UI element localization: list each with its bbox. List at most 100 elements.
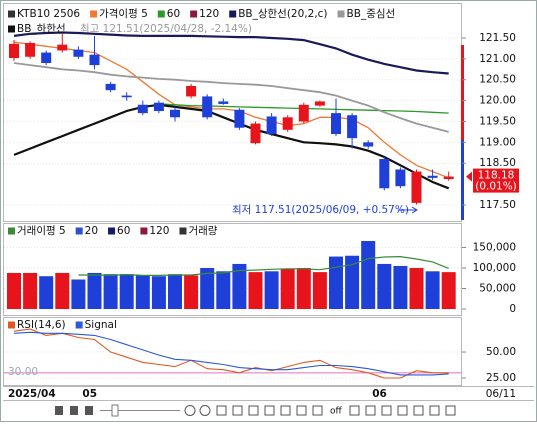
last-price-pointer	[466, 171, 472, 182]
x-tick-label: 2025/04	[8, 388, 56, 400]
btn-tool1[interactable]	[216, 405, 227, 416]
legend-swatch	[108, 227, 116, 235]
btn-tool5[interactable]	[280, 405, 291, 416]
btn-first[interactable]	[55, 406, 63, 415]
candle-body	[395, 169, 406, 187]
btn-tool4[interactable]	[264, 405, 275, 416]
btn-zoom-out[interactable]	[184, 405, 196, 416]
series-line	[78, 255, 449, 277]
volume-bar	[87, 272, 102, 309]
volume-bar	[71, 279, 86, 309]
y-tick-label: 120.00	[479, 95, 516, 107]
volume-bar	[23, 272, 38, 309]
candle-body	[25, 42, 36, 57]
legend-label: 거래이평 5	[17, 225, 66, 237]
legend-swatch	[229, 10, 237, 18]
legend-swatch	[8, 227, 15, 235]
volume-bar	[103, 274, 118, 309]
range-indicator-down	[461, 140, 464, 220]
y-tick-label: 50,000	[479, 283, 516, 295]
x-tick-label: 05	[82, 388, 97, 400]
volume-bar	[312, 272, 327, 309]
series-line	[13, 62, 449, 133]
candle-body	[379, 159, 390, 189]
candle-body	[411, 171, 422, 203]
candle-body	[41, 52, 52, 64]
btn-tool8[interactable]	[349, 405, 360, 416]
legend-swatch	[140, 227, 148, 235]
y-tick-label: 121.50	[479, 32, 516, 44]
btn-tool9[interactable]	[365, 405, 376, 416]
legend-label: BB_하한선	[17, 22, 66, 35]
series-line	[13, 31, 449, 75]
legend-swatch	[179, 227, 187, 235]
btn-tool2[interactable]	[232, 405, 243, 416]
toolbar-off[interactable]: off	[330, 407, 343, 417]
volume-bar	[264, 271, 279, 309]
volume-bar	[184, 275, 199, 309]
y-tick-label: 117.50	[479, 199, 516, 211]
volume-bar	[7, 272, 21, 309]
volume-bar	[168, 274, 182, 309]
legend-label: 60	[167, 8, 180, 20]
rsi-frame	[3, 317, 462, 386]
x-tick-label: 06	[372, 388, 387, 400]
legend-swatch	[337, 10, 345, 18]
candle-body	[314, 101, 325, 106]
volume-bar	[119, 274, 134, 309]
y-tick-label: 119.50	[479, 115, 516, 127]
scroll-thumb[interactable]	[111, 404, 119, 417]
btn-tool7[interactable]	[312, 405, 323, 416]
volume-bar	[409, 268, 424, 309]
legend-swatch	[75, 227, 83, 235]
legend-swatch	[157, 10, 165, 18]
volume-bar	[216, 271, 231, 309]
candle-body	[298, 104, 309, 122]
legend-label: BB_중심선	[347, 8, 396, 20]
legend-label: 가격이평 5	[99, 7, 148, 20]
btn-tool14[interactable]	[445, 405, 456, 416]
series-line	[13, 331, 449, 376]
candle-body	[121, 95, 132, 98]
y-tick-label: 100,000	[473, 262, 516, 274]
candle-body	[89, 54, 100, 66]
y-tick-label: 118.50	[479, 157, 516, 169]
volume-bar	[39, 276, 54, 309]
series-line	[13, 328, 449, 379]
y-tick-label: 0	[509, 303, 516, 315]
candle-body	[153, 102, 164, 112]
btn-tool12[interactable]	[413, 405, 424, 416]
candle-body	[186, 85, 197, 97]
last-date-label: 06/11	[486, 388, 516, 400]
btn-tool3[interactable]	[248, 405, 259, 416]
series-line	[13, 103, 450, 190]
candle-body	[282, 117, 293, 130]
btn-tool11[interactable]	[397, 405, 408, 416]
legend-swatch	[8, 10, 15, 18]
btn-tool6[interactable]	[296, 405, 307, 416]
volume-bar	[425, 271, 440, 309]
candle-body	[57, 44, 68, 51]
btn-tool13[interactable]	[429, 405, 440, 416]
candle-body	[105, 83, 116, 91]
legend-label: KTB10 2506	[17, 8, 80, 20]
legend-swatch	[90, 10, 98, 18]
volume-frame	[3, 223, 462, 316]
legend-label: 거래량	[188, 225, 217, 237]
y-tick-label: 120.50	[479, 74, 516, 86]
legend-label: 120	[199, 8, 219, 20]
btn-last[interactable]	[85, 406, 93, 415]
legend-label: Signal	[85, 319, 117, 331]
btn-play[interactable]	[70, 406, 78, 415]
volume-bar	[329, 256, 343, 309]
candle-body	[73, 49, 84, 57]
candle-body	[202, 96, 213, 118]
btn-tool10[interactable]	[381, 405, 392, 416]
candle-body	[218, 101, 229, 104]
last-price-label: 118.18	[478, 170, 515, 182]
y-tick-label: 121.00	[479, 53, 516, 65]
candle-body	[234, 109, 245, 128]
y-tick-label: 25.00	[486, 372, 516, 384]
y-tick-label: 119.00	[479, 136, 516, 148]
btn-zoom-in[interactable]	[199, 405, 211, 416]
